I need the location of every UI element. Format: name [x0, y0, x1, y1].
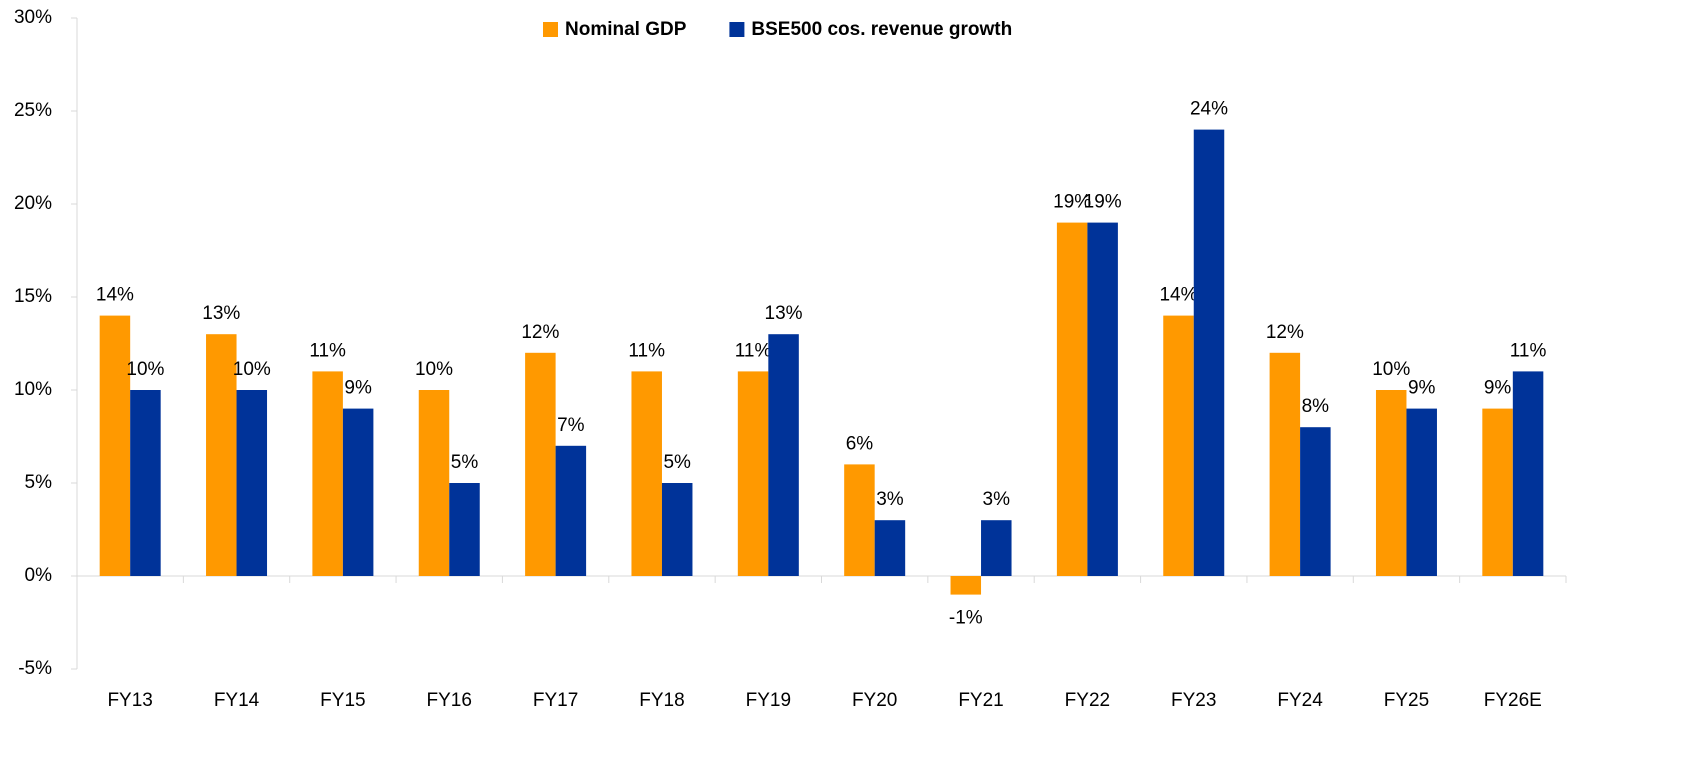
x-tick-label: FY19	[746, 690, 791, 711]
bar	[631, 371, 662, 576]
x-tick-label: FY23	[1171, 690, 1216, 711]
x-tick-label: FY25	[1384, 690, 1429, 711]
legend-label: Nominal GDP	[565, 19, 687, 40]
bar	[99, 315, 131, 576]
data-label: 9%	[1484, 378, 1512, 399]
bar	[1375, 390, 1407, 576]
bar	[1482, 408, 1513, 576]
data-label: 10%	[415, 359, 453, 380]
bar	[1300, 427, 1331, 576]
bar	[1406, 408, 1437, 576]
bar	[130, 390, 161, 576]
bar	[418, 390, 450, 576]
data-label: 3%	[983, 489, 1011, 510]
bar	[950, 576, 982, 595]
data-label: 3%	[876, 489, 904, 510]
x-tick-label: FY20	[852, 690, 897, 711]
bar	[449, 483, 480, 576]
data-label: 12%	[1266, 322, 1304, 343]
y-tick-label: 25%	[14, 100, 52, 121]
data-label: 14%	[96, 285, 134, 306]
bar	[206, 334, 237, 576]
bar	[1269, 352, 1301, 576]
bar	[1512, 371, 1544, 576]
data-label: 9%	[1408, 378, 1436, 399]
bar	[1163, 315, 1194, 576]
y-tick-label: 30%	[14, 7, 52, 28]
x-tick-label: FY13	[107, 690, 152, 711]
data-label: 9%	[344, 378, 372, 399]
bar	[555, 445, 587, 576]
data-label: 8%	[1302, 396, 1330, 417]
data-label: 5%	[663, 452, 691, 473]
x-tick-label: FY15	[320, 690, 365, 711]
data-label: 14%	[1159, 285, 1197, 306]
x-tick-label: FY16	[427, 690, 472, 711]
data-label: 11%	[628, 340, 665, 361]
data-label: -1%	[949, 608, 983, 629]
data-label: 6%	[846, 433, 874, 454]
bar	[661, 483, 693, 576]
x-tick-label: FY22	[1065, 690, 1110, 711]
data-label: 10%	[126, 359, 164, 380]
x-tick-label: FY26E	[1484, 690, 1542, 711]
bar	[525, 352, 556, 576]
x-tick-label: FY24	[1277, 690, 1323, 711]
data-label: 10%	[233, 359, 271, 380]
bar	[342, 408, 374, 576]
legend-label: BSE500 cos. revenue growth	[751, 19, 1012, 40]
legend-swatch	[729, 22, 745, 37]
data-label: 12%	[521, 322, 559, 343]
data-label: 10%	[1372, 359, 1410, 380]
x-tick-label: FY18	[639, 690, 684, 711]
legend: Nominal GDP BSE500 cos. revenue growth	[543, 19, 1012, 40]
x-tick-label: FY21	[958, 690, 1003, 711]
bar	[981, 520, 1012, 576]
bar	[236, 390, 268, 576]
bar	[1056, 222, 1088, 576]
bar	[768, 334, 799, 576]
data-label: 5%	[451, 452, 479, 473]
x-tick-label: FY14	[214, 690, 260, 711]
data-label: 11%	[735, 340, 772, 361]
data-label: 24%	[1190, 99, 1228, 120]
y-tick-label: -5%	[18, 658, 52, 679]
data-label: 11%	[1510, 340, 1547, 361]
data-label: 13%	[765, 303, 803, 324]
bar	[737, 371, 769, 576]
data-label: 7%	[557, 415, 585, 436]
data-label: 19%	[1053, 192, 1091, 213]
y-tick-label: 20%	[14, 193, 52, 214]
bar	[1087, 222, 1118, 576]
bar	[312, 371, 343, 576]
bar	[844, 464, 875, 576]
data-label: 13%	[202, 303, 240, 324]
data-label: 19%	[1084, 192, 1122, 213]
data-label: 11%	[309, 340, 346, 361]
y-tick-label: 10%	[14, 379, 52, 400]
bar	[874, 520, 906, 576]
legend-swatch	[543, 22, 558, 37]
y-tick-label: 0%	[25, 565, 53, 586]
y-tick-label: 15%	[14, 286, 52, 307]
x-tick-label: FY17	[533, 690, 578, 711]
bar	[1193, 129, 1225, 576]
y-tick-label: 5%	[25, 472, 53, 493]
